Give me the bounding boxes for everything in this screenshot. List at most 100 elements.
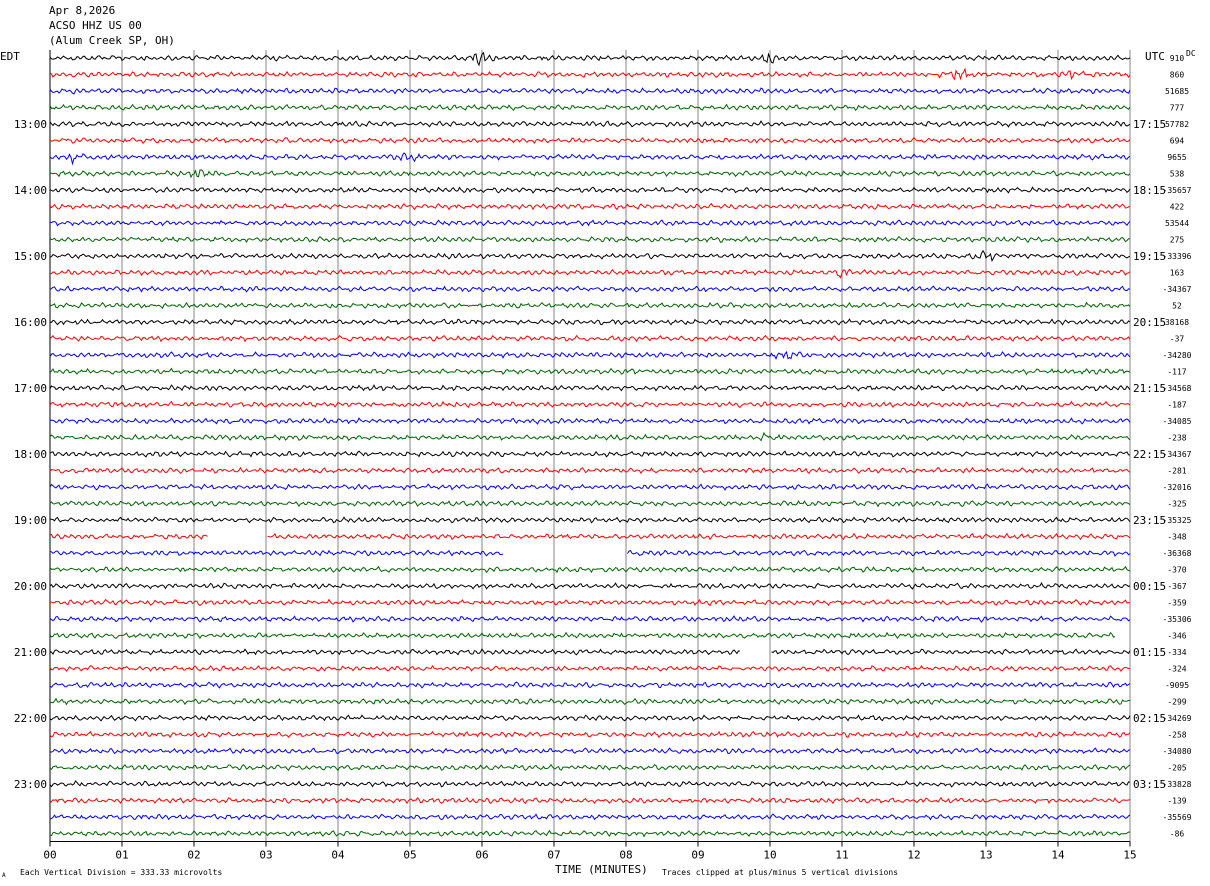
seismic-trace [49,549,1131,557]
seismic-trace [49,103,1131,112]
left-hour-label: 18:00 [14,448,47,461]
x-tick-label: 12 [907,849,920,862]
dc-offset-label: -86 [1170,830,1185,839]
vertical-division-note: Each Vertical Division = 333.33 microvol… [20,868,223,877]
date-label: Apr 8,2026 [49,4,116,17]
seismic-trace [49,631,1116,640]
dc-offset-label: 422 [1170,203,1185,212]
dc-offset-label: -325 [1167,500,1186,509]
dc-offset-label: 163 [1170,269,1185,278]
left-hour-label: 17:00 [14,382,47,395]
dc-offset-label: 538 [1170,170,1185,179]
right-timezone-label: UTC [1145,50,1165,63]
dc-offset-label: -348 [1167,533,1186,542]
seismic-trace [49,714,1131,722]
right-hour-label: 20:15 [1133,316,1166,329]
dc-offset-label: -205 [1167,764,1186,773]
dc-offset-label: 694 [1170,137,1185,146]
seismic-trace [49,747,1131,755]
seismic-trace [49,367,1131,376]
dc-offset-label: -324 [1167,665,1186,674]
left-hour-label: 13:00 [14,118,47,131]
x-tick-label: 01 [115,849,128,862]
dc-offset-label: 51685 [1165,87,1189,96]
seismic-trace [49,813,1131,821]
dc-header-label: DC [1186,49,1196,58]
seismic-trace [49,431,1131,442]
seismic-trace [50,516,1131,524]
station-label: ACSO HHZ US 00 [49,19,142,32]
dc-offset-label: -346 [1167,632,1186,641]
left-hour-label: 21:00 [14,646,47,659]
left-hour-label: 22:00 [14,712,47,725]
location-label: (Alum Creek SP, OH) [49,34,175,47]
dc-offset-label: -34367 [1163,450,1192,459]
right-hour-label: 02:15 [1133,712,1166,725]
clip-note: Traces clipped at plus/minus 5 vertical … [662,868,899,877]
seismic-trace [49,87,1131,95]
dc-offset-label: -33396 [1163,252,1192,261]
left-hour-label: 14:00 [14,184,47,197]
seismic-trace [49,186,1131,194]
seismic-trace [49,697,1131,706]
x-tick-label: 00 [43,849,56,862]
dc-offset-label: 860 [1170,71,1185,80]
left-hour-label: 20:00 [14,580,47,593]
seismic-trace [49,400,1131,409]
seismic-trace [49,598,1131,607]
dc-offset-label: -34085 [1163,417,1192,426]
left-hour-label: 23:00 [14,778,47,791]
dc-offset-label: -35569 [1163,813,1192,822]
seismic-trace [49,350,1131,360]
x-tick-label: 11 [835,849,848,862]
dc-offset-label: -370 [1167,566,1186,575]
seismic-trace [49,780,1131,788]
dc-offset-label: -34269 [1163,714,1192,723]
seismic-trace [49,67,1131,81]
seismic-trace [49,532,1131,541]
right-hour-label: 01:15 [1133,646,1166,659]
x-tick-label: 06 [475,849,488,862]
x-tick-label: 15 [1123,849,1136,862]
dc-offset-label: 57782 [1165,120,1189,129]
dc-offset-label: 38168 [1165,318,1189,327]
dc-offset-label: -299 [1167,698,1186,707]
right-hour-label: 22:15 [1133,448,1166,461]
x-tick-label: 14 [1051,849,1065,862]
marks: 00 01 02 03 04 05 06 07 08 09 10 11 12 13 14 15 910 860 51… [14,54,1192,862]
dc-offset-label: -34568 [1163,384,1192,393]
dc-offset-label: -367 [1167,582,1186,591]
seismic-trace [49,466,1131,475]
x-tick-label: 07 [547,849,560,862]
dc-offset-label: -34280 [1163,351,1192,360]
seismic-trace [49,829,1131,838]
dc-offset-label: -35325 [1163,516,1192,525]
dc-offset-label: -238 [1167,434,1186,443]
right-hour-label: 00:15 [1133,580,1166,593]
right-hour-label: 18:15 [1133,184,1166,197]
left-hour-label: 15:00 [14,250,47,263]
seismic-trace [49,268,1131,279]
dc-offset-label: -258 [1167,731,1186,740]
dc-offset-label: -35306 [1163,615,1192,624]
dc-offset-label: 52 [1172,302,1182,311]
x-tick-label: 09 [691,849,704,862]
seismic-trace [49,285,1131,293]
seismic-trace [49,615,1131,623]
seismic-trace [49,152,1131,166]
seismic-trace [49,249,1131,263]
seismic-trace [49,120,1131,128]
right-hour-label: 19:15 [1133,250,1166,263]
dc-offset-label: -33828 [1163,780,1192,789]
dc-offset-label: -34367 [1163,285,1192,294]
seismic-trace [49,730,1131,739]
x-tick-label: 05 [403,849,416,862]
dc-offset-label: -34080 [1163,747,1192,756]
right-hour-label: 23:15 [1133,514,1166,527]
dc-offset-label: -37 [1170,335,1185,344]
x-tick-label: 04 [331,849,345,862]
x-axis-label: TIME (MINUTES) [555,863,648,876]
seismic-trace [49,450,1131,458]
right-hour-label: 21:15 [1133,382,1166,395]
x-tick-label: 03 [259,849,272,862]
